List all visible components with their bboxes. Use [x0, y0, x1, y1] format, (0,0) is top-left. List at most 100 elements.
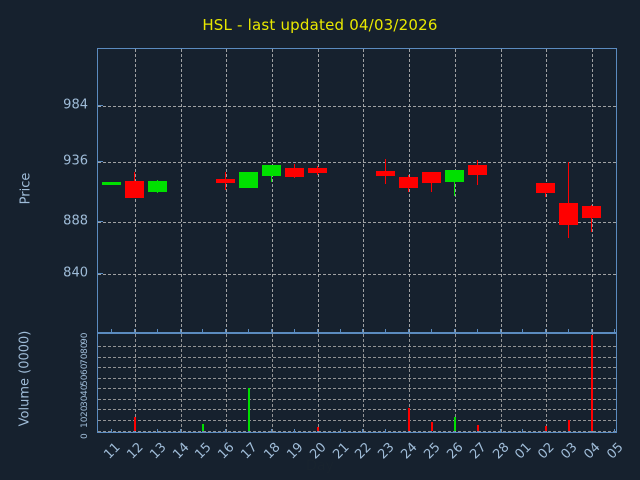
- x-tick-mark: [500, 429, 501, 433]
- volume-bar: [317, 426, 319, 431]
- x-tick-mark: [202, 329, 203, 333]
- volume-gridline: [98, 399, 616, 400]
- candle-body: [445, 170, 464, 182]
- x-tick-mark: [477, 329, 478, 333]
- day-gridline: [592, 49, 593, 332]
- volume-gridline: [98, 388, 616, 389]
- day-gridline: [226, 334, 227, 432]
- candle-body: [582, 206, 601, 218]
- x-tick-mark: [294, 329, 295, 333]
- volume-tick-label: 80: [80, 342, 90, 354]
- volume-gridline: [98, 346, 616, 347]
- x-tick-mark: [408, 429, 409, 433]
- volume-bar: [431, 422, 433, 431]
- x-tick-mark: [202, 429, 203, 433]
- x-tick-mark: [454, 329, 455, 333]
- x-tick-mark: [271, 329, 272, 333]
- x-tick-mark: [431, 429, 432, 433]
- price-tick-label: 984: [63, 97, 88, 113]
- x-tick-mark: [271, 429, 272, 433]
- day-gridline: [272, 334, 273, 432]
- price-axis-label: Price: [18, 172, 34, 204]
- candle-body: [422, 172, 441, 183]
- x-tick-mark: [568, 429, 569, 433]
- x-tick-mark: [294, 429, 295, 433]
- day-gridline: [363, 49, 364, 332]
- x-tick-mark: [362, 329, 363, 333]
- price-tick-mark: [97, 221, 103, 222]
- volume-bar: [454, 417, 456, 431]
- x-axis-label: Day: [306, 458, 334, 474]
- day-gridline: [318, 49, 319, 332]
- x-tick-mark: [385, 329, 386, 333]
- price-tick-mark: [97, 273, 103, 274]
- price-tick-label: 888: [63, 213, 88, 229]
- price-gridline: [98, 162, 616, 163]
- candle-body: [285, 168, 304, 177]
- x-tick-mark: [614, 429, 615, 433]
- volume-gridline: [98, 367, 616, 368]
- x-tick-mark: [111, 429, 112, 433]
- day-gridline: [363, 334, 364, 432]
- x-tick-mark: [111, 329, 112, 333]
- volume-gridline: [98, 409, 616, 410]
- price-tick-mark: [97, 105, 103, 106]
- x-tick-mark: [362, 429, 363, 433]
- day-gridline: [501, 49, 502, 332]
- volume-tick-label: 60: [80, 363, 90, 375]
- x-tick-mark: [248, 329, 249, 333]
- x-tick-mark: [591, 429, 592, 433]
- x-tick-mark: [568, 329, 569, 333]
- candle-body: [308, 168, 327, 173]
- candle-body: [125, 181, 144, 198]
- candle-body: [376, 171, 395, 176]
- volume-gridline: [98, 357, 616, 358]
- candle-body: [239, 172, 258, 188]
- volume-tick-label: 40: [80, 384, 90, 396]
- candle-wick: [454, 170, 455, 196]
- x-tick-mark: [545, 329, 546, 333]
- volume-bar: [545, 425, 547, 431]
- candle-body: [536, 183, 555, 193]
- candle-body: [262, 165, 281, 176]
- day-gridline: [226, 49, 227, 332]
- x-tick-mark: [614, 329, 615, 333]
- volume-tick-label: 10: [80, 416, 90, 428]
- day-gridline: [318, 334, 319, 432]
- volume-axis-label: Volume (0000): [17, 330, 33, 427]
- price-tick-mark: [97, 161, 103, 162]
- x-tick-mark: [522, 329, 523, 333]
- x-tick-mark: [157, 329, 158, 333]
- volume-bar: [248, 388, 250, 431]
- x-tick-mark: [500, 329, 501, 333]
- price-gridline: [98, 106, 616, 107]
- x-tick-mark: [408, 329, 409, 333]
- day-gridline: [409, 49, 410, 332]
- day-gridline: [455, 49, 456, 332]
- volume-gridline: [98, 420, 616, 421]
- price-tick-label: 840: [63, 265, 88, 281]
- day-gridline: [181, 334, 182, 432]
- x-tick-mark: [545, 429, 546, 433]
- price-plot-area: [97, 48, 617, 333]
- x-tick-mark: [157, 429, 158, 433]
- price-tick-label: 936: [63, 153, 88, 169]
- candle-wick: [591, 205, 592, 232]
- price-gridline: [98, 222, 616, 223]
- x-tick-mark: [134, 329, 135, 333]
- x-tick-mark: [317, 329, 318, 333]
- volume-bar: [568, 420, 570, 431]
- volume-bar: [134, 417, 136, 431]
- x-tick-mark: [385, 429, 386, 433]
- x-tick-mark: [180, 429, 181, 433]
- x-tick-mark: [180, 329, 181, 333]
- candle-body: [216, 179, 235, 183]
- x-tick-mark: [248, 429, 249, 433]
- day-gridline: [501, 334, 502, 432]
- x-tick-mark: [477, 429, 478, 433]
- x-tick-mark: [454, 429, 455, 433]
- volume-tick-label: 20: [80, 405, 90, 417]
- price-gridline: [98, 274, 616, 275]
- x-tick-mark: [340, 329, 341, 333]
